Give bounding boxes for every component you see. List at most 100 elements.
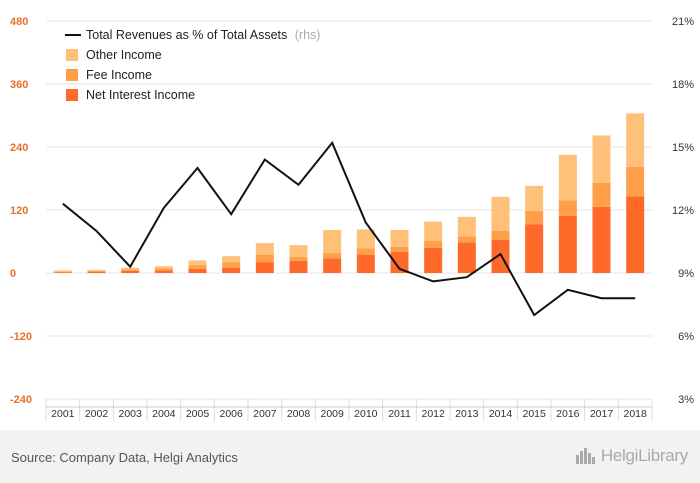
bar-fee-income <box>525 211 544 225</box>
bar-other-income <box>188 260 207 266</box>
bar-net-interest-income <box>222 267 241 273</box>
y-right-tick-label: 15% <box>672 142 694 154</box>
bar-other-income <box>592 135 611 183</box>
bar-other-income <box>356 229 375 249</box>
bar-fee-income <box>53 271 72 273</box>
bar-net-interest-income <box>525 224 544 273</box>
x-tick-label: 2007 <box>253 408 277 420</box>
bar-net-interest-income <box>356 254 375 273</box>
y-right-tick-label: 9% <box>678 268 694 280</box>
bar-fee-income <box>424 240 443 248</box>
bar-fee-income <box>222 262 241 268</box>
brand-name: HelgiLibrary <box>600 446 688 465</box>
y-left-tick-label: -240 <box>10 394 32 406</box>
legend-swatch-net-interest-income <box>66 89 78 101</box>
bar-net-interest-income <box>558 215 577 273</box>
legend-label-fee-income: Fee Income <box>86 68 152 82</box>
bar-other-income <box>255 243 274 255</box>
source-note: Source: Company Data, Helgi Analytics <box>11 450 238 465</box>
bar-net-interest-income <box>188 268 207 273</box>
y-left-tick-label: 480 <box>10 16 28 28</box>
bar-fee-income <box>323 253 342 259</box>
bar-other-income <box>390 229 409 247</box>
bar-net-interest-income <box>626 196 645 273</box>
bar-other-income <box>154 266 173 269</box>
bar-fee-income <box>457 236 476 243</box>
footer: Source: Company Data, Helgi Analytics He… <box>0 430 700 483</box>
bar-net-interest-income <box>121 270 140 273</box>
brand-logo[interactable]: HelgiLibrary <box>575 446 688 466</box>
line-total-revenues-pct-assets <box>62 140 636 317</box>
x-tick-label: 2009 <box>320 408 344 420</box>
bar-net-interest-income <box>255 262 274 273</box>
bar-other-income <box>491 196 510 231</box>
bar-fee-income <box>356 248 375 255</box>
legend-swatch-fee-income <box>66 69 78 81</box>
bar-net-interest-income <box>53 272 72 273</box>
x-tick-label: 2013 <box>455 408 479 420</box>
bar-net-interest-income <box>87 271 106 273</box>
bar-fee-income <box>592 182 611 207</box>
line-series-group <box>62 140 636 317</box>
bar-other-income <box>289 245 308 257</box>
legend-line-name: Total Revenues as % of Total Assets <box>86 28 287 42</box>
y-left-tick-label: 0 <box>10 268 16 280</box>
bar-other-income <box>457 216 476 237</box>
x-tick-label: 2018 <box>623 408 647 420</box>
bar-other-income <box>121 267 140 270</box>
x-tick-label: 2015 <box>522 408 546 420</box>
axes-group: -240 -120 0 120 240 360 480 3% 6% 9% 12% 15% 18% 21% 2… <box>10 16 694 420</box>
legend-label-net-interest-income: Net Interest Income <box>86 88 195 102</box>
bar-fee-income <box>188 265 207 269</box>
legend: Total Revenues as % of Total Assets (rhs… <box>65 28 320 102</box>
bar-other-income <box>87 269 106 271</box>
legend-swatch-other-income <box>66 49 78 61</box>
y-left-tick-label: 120 <box>10 205 28 217</box>
bar-other-income <box>424 221 443 241</box>
bar-fee-income <box>626 166 645 197</box>
bar-fee-income <box>289 256 308 261</box>
bar-net-interest-income <box>457 242 476 273</box>
y-left-tick-label: -120 <box>10 331 32 343</box>
bar-other-income <box>626 113 645 167</box>
bars-group <box>53 113 645 273</box>
legend-label-line: Total Revenues as % of Total Assets (rhs… <box>86 28 320 42</box>
bar-fee-income <box>87 270 106 272</box>
grid-lines <box>45 20 653 421</box>
bar-net-interest-income <box>390 252 409 273</box>
x-tick-label: 2014 <box>489 408 513 420</box>
bar-net-interest-income <box>289 260 308 273</box>
x-tick-label: 2001 <box>51 408 75 420</box>
y-right-tick-label: 3% <box>678 394 694 406</box>
bar-fee-income <box>121 269 140 271</box>
legend-line-suffix: (rhs) <box>295 28 321 42</box>
x-tick-label: 2016 <box>556 408 580 420</box>
y-right-tick-label: 12% <box>672 205 694 217</box>
x-tick-label: 2006 <box>219 408 243 420</box>
x-tick-label: 2011 <box>388 408 411 420</box>
bar-other-income <box>323 229 342 254</box>
bar-net-interest-income <box>154 270 173 273</box>
chart-svg: -240 -120 0 120 240 360 480 3% 6% 9% 12% 15% 18% 21% 2… <box>10 16 694 421</box>
y-left-tick-label: 360 <box>10 79 28 91</box>
y-left-tick-label: 240 <box>10 142 28 154</box>
x-tick-label: 2002 <box>85 408 109 420</box>
bar-other-income <box>558 154 577 201</box>
bar-fee-income <box>491 231 510 240</box>
bar-other-income <box>525 185 544 212</box>
y-right-tick-label: 21% <box>672 16 694 28</box>
city-skyline-icon <box>575 447 597 465</box>
bar-net-interest-income <box>592 206 611 273</box>
y-right-tick-label: 6% <box>678 331 694 343</box>
x-tick-label: 2005 <box>186 408 210 420</box>
bar-fee-income <box>558 200 577 216</box>
y-right-tick-label: 18% <box>672 79 694 91</box>
x-tick-label: 2004 <box>152 408 176 420</box>
x-tick-label: 2010 <box>354 408 378 420</box>
bar-net-interest-income <box>424 247 443 273</box>
x-tick-label: 2012 <box>421 408 445 420</box>
bar-net-interest-income <box>323 258 342 273</box>
bar-fee-income <box>390 246 409 252</box>
x-tick-label: 2003 <box>118 408 142 420</box>
